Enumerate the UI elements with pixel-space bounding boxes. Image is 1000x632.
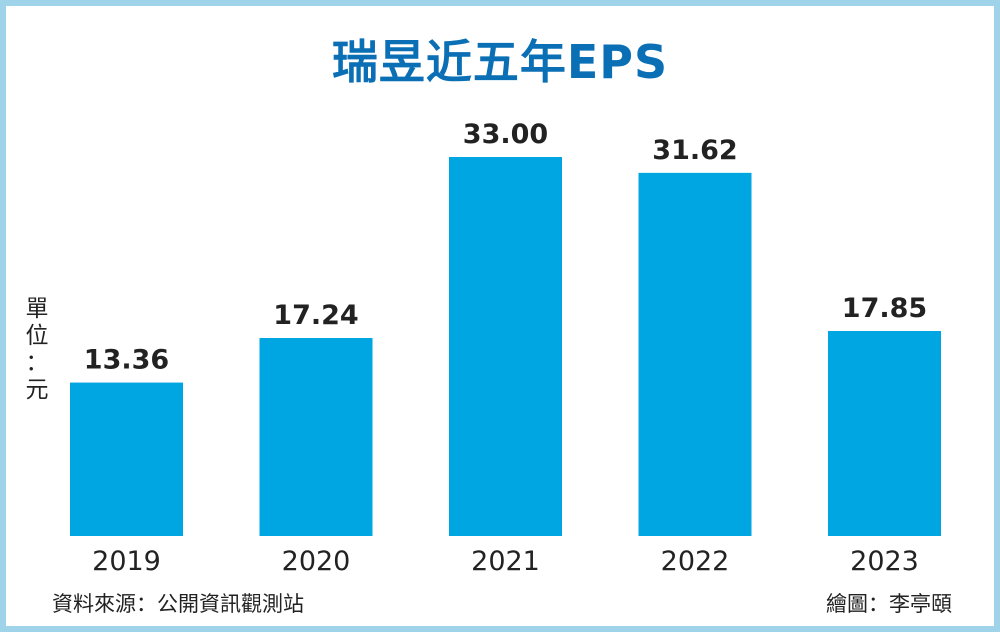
- bar-2021: [449, 157, 562, 536]
- category-label-2020: 2020: [282, 546, 351, 577]
- bar-2020: [259, 338, 373, 536]
- value-labels-group: 13.36 17.24 33.00 31.62 17.85: [84, 119, 927, 376]
- category-labels-group: 2019 2020 2021 2022 2023: [92, 546, 919, 577]
- value-label-2019: 13.36: [84, 345, 169, 376]
- bar-2019: [70, 382, 183, 536]
- value-label-2022: 31.62: [652, 135, 737, 166]
- credit-note: 繪圖：李亭頤: [826, 592, 952, 616]
- bars-group: [70, 157, 941, 536]
- value-label-2020: 17.24: [273, 300, 358, 331]
- value-label-2023: 17.85: [842, 293, 927, 324]
- category-label-2019: 2019: [92, 546, 161, 577]
- bar-2022: [638, 172, 752, 536]
- bar-2023: [828, 330, 941, 536]
- category-label-2022: 2022: [661, 546, 730, 577]
- chart-title: 瑞昱近五年EPS: [331, 35, 669, 89]
- unit-label-text: 單位：元: [25, 296, 49, 403]
- category-label-2021: 2021: [471, 546, 540, 577]
- category-label-2023: 2023: [850, 546, 919, 577]
- unit-label: 單位：元: [22, 296, 52, 404]
- source-note: 資料來源：公開資訊觀測站: [52, 592, 304, 616]
- value-label-2021: 33.00: [463, 119, 548, 150]
